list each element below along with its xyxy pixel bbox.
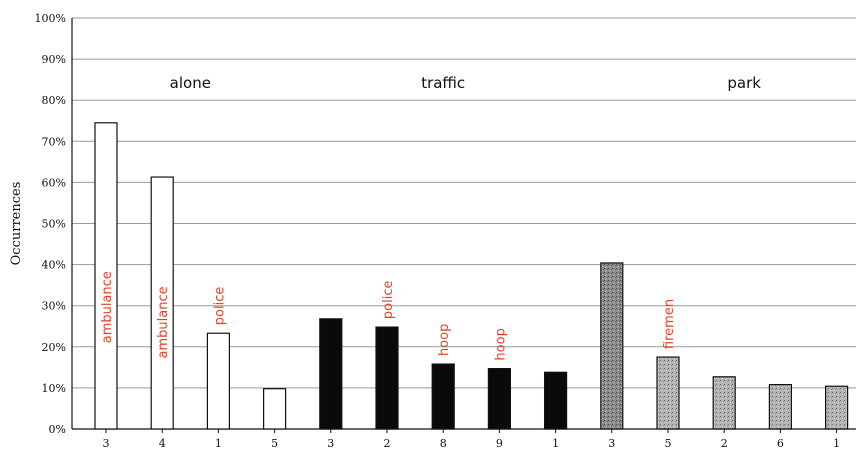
group-label: park [727, 74, 761, 92]
labels: 0% 10% 20% 30% 40% 50% 60% 70% 80% 90% 100% Occurre… [9, 12, 840, 450]
bar [319, 318, 343, 430]
y-tick-label: 40% [42, 259, 66, 272]
y-tick-label: 30% [42, 300, 66, 313]
x-tick-label: 3 [103, 437, 110, 450]
bar [543, 371, 568, 430]
bar-annotation: firemen [662, 299, 677, 349]
x-tick-label: 4 [159, 437, 166, 450]
bar [656, 356, 680, 430]
x-tick-label: 5 [665, 437, 672, 450]
bars [94, 122, 849, 430]
x-tick-label: 6 [777, 437, 784, 450]
x-tick-label: 2 [384, 437, 391, 450]
bar [487, 367, 511, 430]
bar [824, 385, 849, 430]
y-axis-label: Occurrences [9, 182, 24, 266]
x-tick-label: 1 [215, 437, 222, 450]
bar [600, 262, 624, 430]
bar-annotation: police [212, 287, 227, 326]
y-tick-label: 100% [35, 12, 66, 25]
y-tick-label: 90% [42, 53, 66, 66]
x-tick-label: 3 [327, 437, 334, 450]
bar-annotation: hoop [437, 324, 452, 356]
y-tick-label: 50% [42, 218, 66, 231]
group-label: alone [170, 74, 211, 92]
x-tick-label: 5 [271, 437, 278, 450]
bar-annotation: police [381, 280, 396, 319]
bar [206, 332, 230, 430]
bar [375, 326, 399, 430]
x-tick-label: 1 [552, 437, 559, 450]
bar [263, 388, 287, 430]
bar-annotation: ambulance [100, 271, 115, 343]
x-tick-label: 8 [440, 437, 447, 450]
bar [150, 176, 174, 430]
y-tick-label: 0% [49, 423, 66, 436]
bar [768, 384, 793, 430]
group-label: traffic [421, 74, 465, 92]
x-tick-label: 9 [496, 437, 503, 450]
bar [94, 122, 118, 430]
x-tick-label: 3 [608, 437, 615, 450]
y-tick-label: 60% [42, 176, 66, 189]
y-tick-label: 20% [42, 341, 66, 354]
y-tick-label: 80% [42, 94, 66, 107]
x-tick-label: 2 [721, 437, 728, 450]
x-tick-label: 1 [833, 437, 840, 450]
y-tick-label: 70% [42, 135, 66, 148]
bar-annotation: ambulance [156, 286, 171, 358]
bar [712, 376, 736, 430]
bar-annotation: hoop [493, 328, 508, 360]
y-tick-label: 10% [42, 382, 66, 395]
bar [431, 363, 455, 430]
gridlines [72, 17, 856, 389]
